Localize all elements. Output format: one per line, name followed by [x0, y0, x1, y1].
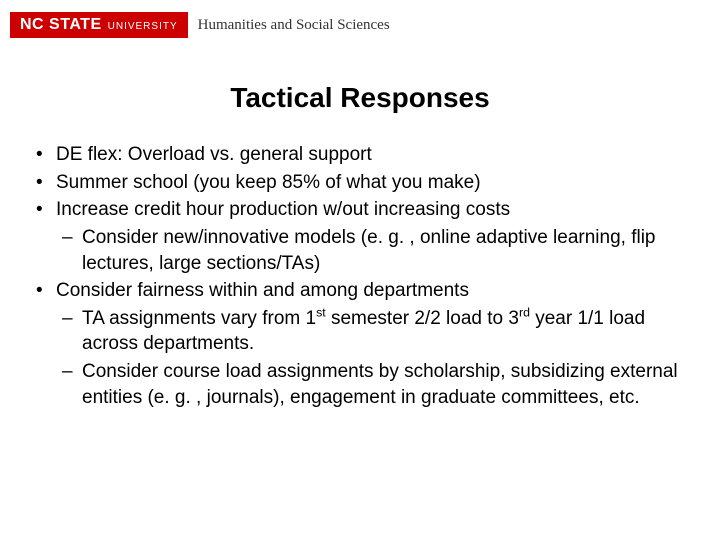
department-name: Humanities and Social Sciences: [198, 17, 390, 34]
sub-bullet-list: Consider new/innovative models (e. g. , …: [56, 225, 690, 276]
sub-bullet-item: Consider new/innovative models (e. g. , …: [56, 225, 690, 276]
bullet-text: Increase credit hour production w/out in…: [56, 199, 510, 220]
slide-content: DE flex: Overload vs. general support Su…: [0, 142, 720, 410]
logo-sub-text: UNIVERSITY: [108, 21, 178, 32]
sub-bullet-item: TA assignments vary from 1st semester 2/…: [56, 306, 690, 357]
bullet-item: Increase credit hour production w/out in…: [30, 197, 690, 276]
bullet-item: Summer school (you keep 85% of what you …: [30, 170, 690, 196]
bullet-list: DE flex: Overload vs. general support Su…: [30, 142, 690, 410]
bullet-text: Consider fairness within and among depar…: [56, 280, 469, 301]
sub-bullet-item: Consider course load assignments by scho…: [56, 359, 690, 410]
ncstate-logo: NC STATE UNIVERSITY: [10, 12, 188, 38]
slide-header: NC STATE UNIVERSITY Humanities and Socia…: [0, 0, 720, 44]
sub-bullet-list: TA assignments vary from 1st semester 2/…: [56, 306, 690, 411]
bullet-item: Consider fairness within and among depar…: [30, 278, 690, 410]
bullet-item: DE flex: Overload vs. general support: [30, 142, 690, 168]
slide-title: Tactical Responses: [0, 82, 720, 114]
logo-main-text: NC STATE: [20, 16, 102, 34]
